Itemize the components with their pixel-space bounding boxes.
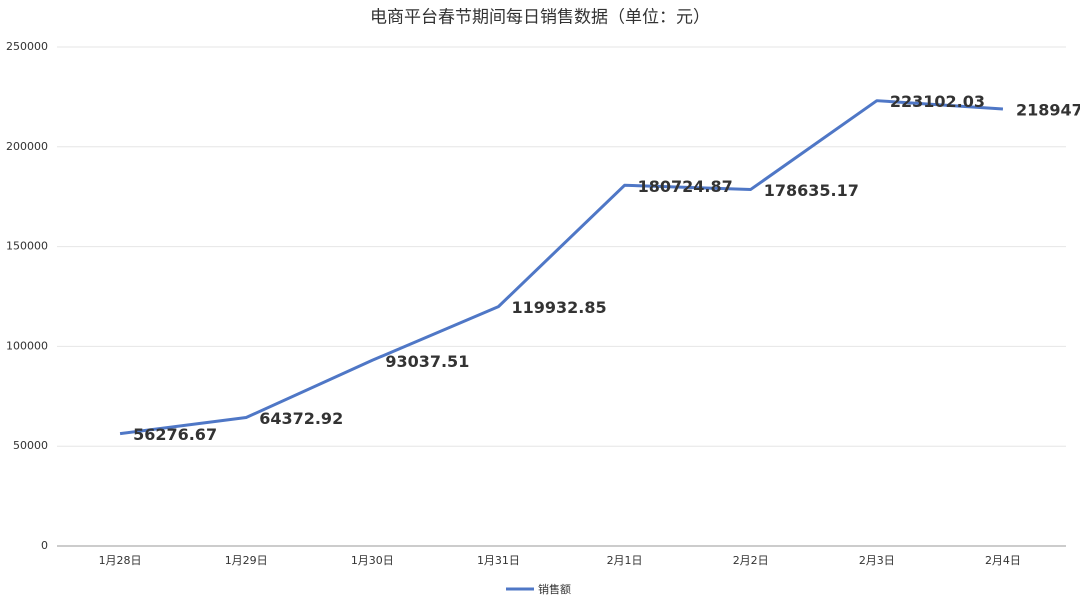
data-label: 93037.51 (385, 352, 469, 371)
data-label: 119932.85 (511, 298, 606, 317)
x-tick-label: 1月29日 (225, 554, 268, 567)
data-label: 223102.03 (890, 92, 985, 111)
y-tick-label: 150000 (6, 240, 48, 253)
legend-label: 销售额 (538, 582, 571, 596)
x-tick-label: 1月30日 (351, 554, 394, 567)
data-label: 178635.17 (764, 181, 859, 200)
x-tick-label: 1月28日 (99, 554, 142, 567)
y-tick-label: 50000 (13, 439, 48, 452)
y-tick-label: 200000 (6, 140, 48, 153)
x-tick-label: 2月1日 (607, 554, 643, 567)
y-tick-label: 0 (41, 539, 48, 552)
x-tick-label: 2月2日 (733, 554, 769, 567)
chart-title: 电商平台春节期间每日销售数据（单位：元） (370, 8, 710, 28)
y-tick-label: 250000 (6, 40, 48, 53)
x-tick-label: 2月4日 (985, 554, 1021, 567)
series-line (119, 99, 1004, 436)
data-label: 180724.87 (638, 177, 733, 196)
data-label: 56276.67 (133, 425, 217, 444)
x-tick-label: 2月3日 (859, 554, 895, 567)
x-tick-label: 1月31日 (477, 554, 520, 567)
y-tick-label: 100000 (6, 339, 48, 352)
data-label: 218947.89 (1016, 100, 1080, 119)
data-label: 64372.92 (259, 409, 343, 428)
